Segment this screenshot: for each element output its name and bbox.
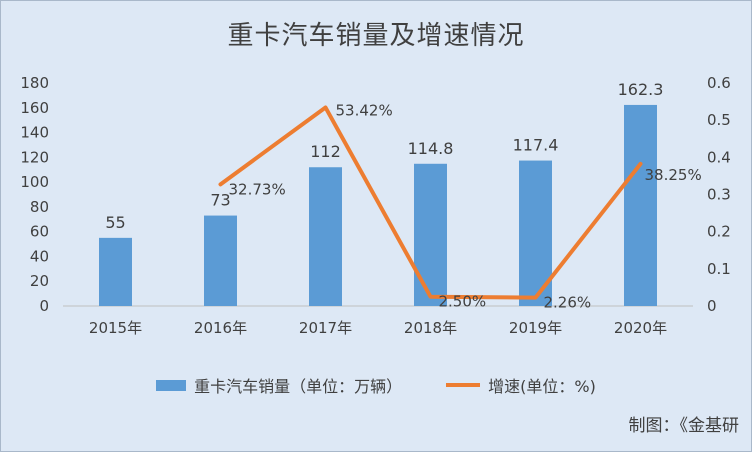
y-left-tick-label: 40 (30, 247, 49, 265)
y-right-tick-label: 0.3 (707, 186, 731, 204)
line-data-label: 53.42% (336, 101, 393, 119)
bar-data-label: 55 (105, 213, 125, 232)
bar (309, 167, 342, 306)
x-tick-label: 2015年 (89, 319, 142, 337)
y-left-tick-label: 100 (20, 173, 49, 191)
legend-item-growth: 增速(单位：%) (446, 373, 596, 397)
line-data-label: 32.73% (229, 180, 286, 198)
bar (414, 163, 447, 306)
y-left-tick-label: 160 (20, 99, 49, 117)
growth-line (218, 105, 643, 300)
y-left-tick-label: 20 (30, 272, 49, 290)
legend-label-growth: 增速(单位：%) (488, 377, 596, 396)
x-tick-label: 2020年 (614, 319, 667, 337)
y-left-tick-label: 0 (39, 297, 49, 315)
bar-data-label: 162.3 (618, 80, 664, 99)
chart-legend: 重卡汽车销量（单位：万辆） 增速(单位：%) (1, 373, 751, 397)
line-data-label: 2.26% (544, 294, 592, 312)
x-tick-label: 2018年 (404, 319, 457, 337)
bar-data-label: 114.8 (408, 139, 454, 158)
y-right-tick-label: 0.1 (707, 260, 731, 278)
legend-swatch-line (446, 383, 481, 387)
bar (204, 215, 237, 306)
bar (624, 104, 657, 306)
legend-swatch-bar (156, 379, 187, 391)
y-left-tick-label: 60 (30, 223, 49, 241)
legend-item-sales: 重卡汽车销量（单位：万辆） (156, 373, 402, 397)
x-tick-label: 2016年 (194, 319, 247, 337)
bar-data-label: 117.4 (513, 136, 559, 155)
bar (99, 237, 132, 306)
source-note: 制图：《金基研 (628, 416, 740, 436)
bar-data-label: 73 (210, 191, 230, 210)
x-tick-label: 2019年 (509, 319, 562, 337)
y-left-tick-label: 180 (20, 74, 49, 92)
y-right-tick-label: 0.5 (707, 111, 731, 129)
y-left-tick-label: 80 (30, 198, 49, 216)
legend-label-sales: 重卡汽车销量（单位：万辆） (194, 377, 403, 396)
y-right-tick-label: 0 (707, 297, 717, 315)
y-right-tick-label: 0.2 (707, 223, 731, 241)
y-left-tick-label: 140 (20, 124, 49, 142)
x-tick-label: 2017年 (299, 319, 352, 337)
chart-title: 重卡汽车销量及增速情况 (227, 21, 525, 51)
line-data-label: 2.50% (439, 293, 487, 311)
y-right-tick-label: 0.4 (707, 148, 731, 166)
bar-data-label: 112 (310, 142, 341, 161)
y-right-tick-label: 0.6 (707, 74, 731, 92)
line-data-label: 38.25% (645, 166, 702, 184)
y-left-tick-label: 120 (20, 148, 49, 166)
